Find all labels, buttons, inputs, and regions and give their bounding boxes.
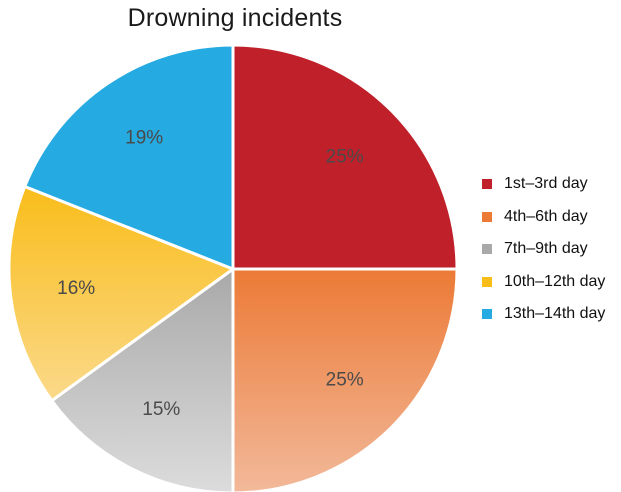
- pie-slice: [231, 43, 459, 271]
- chart-title: Drowning incidents: [127, 4, 343, 32]
- slice-value-label: 19%: [125, 127, 163, 148]
- slice-value-label: 25%: [326, 146, 364, 167]
- legend-label: 10th–12th day: [504, 272, 606, 290]
- legend-swatch: [482, 276, 492, 287]
- legend-item: 4th–6th day: [482, 201, 605, 234]
- legend-item: 7th–9th day: [482, 233, 605, 266]
- legend-label: 4th–6th day: [504, 207, 588, 225]
- pie-slice: [23, 43, 235, 271]
- pie-slice: [50, 267, 235, 492]
- slice-value-label: 15%: [142, 399, 180, 420]
- legend-swatch: [482, 244, 492, 255]
- legend-swatch: [482, 211, 492, 222]
- pie-plot-area: 25% 25% 15% 16% 19%: [7, 43, 459, 492]
- legend-item: 10th–12th day: [482, 266, 605, 299]
- legend-swatch: [482, 309, 492, 320]
- slice-value-label: 25%: [326, 370, 364, 391]
- slice-value-label: 16%: [57, 278, 95, 299]
- chart-legend: 1st–3rd day 4th–6th day 7th–9th day 10th…: [482, 168, 605, 331]
- pie-slice: [231, 267, 459, 492]
- legend-label: 1st–3rd day: [504, 175, 588, 193]
- legend-label: 7th–9th day: [504, 240, 588, 258]
- legend-item: 13th–14th day: [482, 298, 605, 331]
- legend-item: 1st–3rd day: [482, 168, 605, 201]
- legend-swatch: [482, 179, 492, 190]
- legend-label: 13th–14th day: [504, 305, 606, 323]
- pie-slice: [7, 185, 235, 403]
